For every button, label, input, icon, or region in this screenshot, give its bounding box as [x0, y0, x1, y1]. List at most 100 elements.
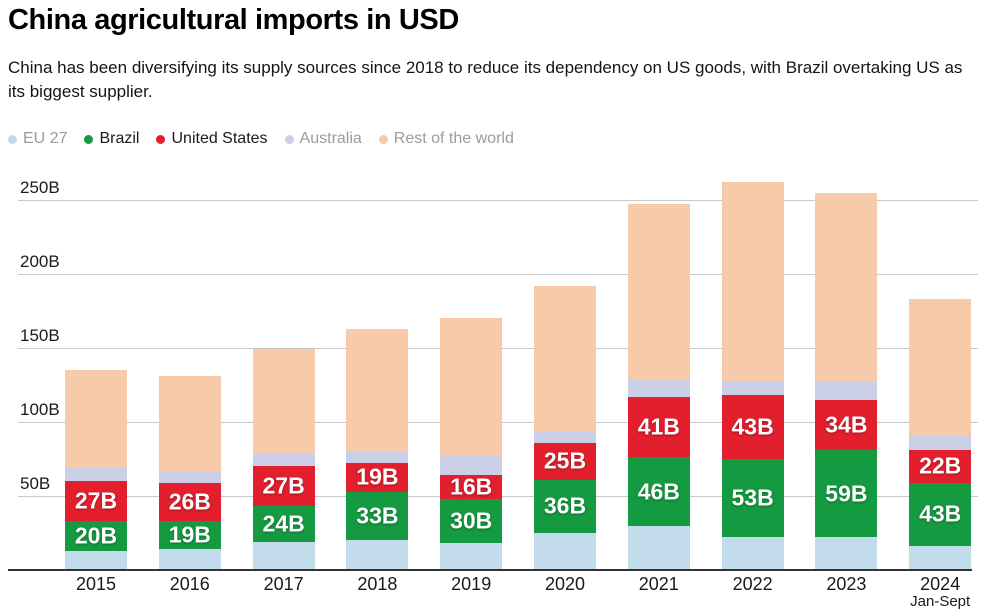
bar-segment-brazil-2023: 59B [815, 450, 878, 538]
bar-segment-eu-27-2021 [627, 525, 690, 570]
x-axis-tick-2021: 2021 [612, 574, 705, 595]
x-axis-year-2023: 2023 [826, 574, 867, 594]
bar-segment-brazil-2018: 33B [346, 491, 409, 541]
x-axis-line [8, 569, 972, 571]
x-axis-year-2020: 2020 [544, 574, 586, 594]
bar-value-label-united-states-2024: 22B [919, 452, 962, 479]
legend-item-australia: Australia [284, 130, 362, 148]
legend: EU 27 Brazil United States Australia Rest of… [8, 130, 514, 148]
bar-segment-united-states-2017: 27B [252, 466, 315, 507]
bar-2023: 34B 59B [815, 192, 878, 570]
bar-segment-united-states-2019: 16B [440, 473, 503, 500]
page-title: China agricultural imports in USD [8, 4, 459, 36]
bar-2016: 26B 19B [158, 376, 221, 570]
x-axis-year-2015: 2015 [75, 574, 117, 594]
bar-2017: 27B 24B [252, 349, 315, 570]
gridline-200B [18, 274, 978, 275]
bar-segment-united-states-2016: 26B [158, 482, 221, 522]
bar-segment-united-states-2024: 22B [909, 450, 972, 483]
bar-value-label-united-states-2020: 25B [543, 447, 587, 474]
bar-value-label-brazil-2024: 43B [919, 500, 962, 527]
x-axis-year-2019: 2019 [451, 574, 492, 594]
x-axis-tick-2016: 2016 [143, 574, 236, 595]
legend-dot-rest-of-the-world [378, 134, 388, 144]
bar-segment-australia-2023 [815, 382, 878, 400]
bar-segment-australia-2016 [158, 470, 221, 483]
x-axis-tick-2023: 2023 [800, 574, 893, 595]
bar-value-label-united-states-2019: 16B [450, 473, 493, 500]
bar-segment-rest-of-the-world-2017 [252, 349, 315, 454]
bar-segment-rest-of-the-world-2020 [534, 285, 596, 431]
bar-segment-australia-2021 [627, 379, 690, 397]
x-axis-period-note: Jan-Sept [910, 592, 971, 610]
bar-value-label-united-states-2017: 27B [262, 472, 305, 499]
bar-segment-brazil-2021: 46B [627, 457, 690, 526]
bar-value-label-brazil-2020: 36B [543, 492, 587, 519]
bar-segment-australia-2018 [346, 451, 409, 464]
bar-value-label-brazil-2018: 33B [356, 502, 399, 529]
bar-segment-eu-27-2018 [346, 540, 409, 570]
bar-segment-rest-of-the-world-2024 [909, 299, 972, 436]
bar-segment-rest-of-the-world-2023 [815, 192, 878, 383]
bar-segment-eu-27-2022 [721, 537, 784, 570]
bar-segment-eu-27-2020 [534, 532, 596, 570]
x-axis-tick-2024: 2024 Jan-Sept [894, 574, 987, 610]
x-axis-year-2024: 2024 [920, 574, 961, 594]
bar-segment-rest-of-the-world-2022 [721, 182, 784, 381]
bar-2015: 27B 20B [65, 370, 127, 570]
legend-item-united-states: United States [156, 130, 268, 148]
bar-segment-united-states-2021: 41B [627, 396, 690, 458]
legend-label-rest-of-the-world: Rest of the world [393, 130, 514, 147]
bar-value-label-brazil-2019: 30B [450, 507, 493, 534]
bar-segment-australia-2015 [65, 467, 127, 482]
legend-item-brazil: Brazil [84, 130, 139, 148]
y-axis-tick-250B: 250B [20, 178, 60, 197]
x-axis-tick-2022: 2022 [706, 574, 799, 595]
bar-segment-eu-27-2023 [815, 537, 878, 570]
bar-segment-eu-27-2017 [252, 541, 315, 570]
bar-segment-australia-2020 [534, 430, 596, 443]
chart-plot-area: 50B 100B 150B 200B 250B 27B 20B 2015 26B 19B 2016 2… [0, 166, 994, 611]
bar-segment-eu-27-2015 [65, 550, 127, 570]
bar-segment-united-states-2018: 19B [346, 463, 409, 492]
bar-segment-united-states-2020: 25B [534, 442, 596, 480]
bar-value-label-brazil-2023: 59B [825, 480, 868, 507]
bar-segment-rest-of-the-world-2019 [440, 318, 503, 457]
legend-dot-united-states [156, 134, 166, 144]
bar-segment-rest-of-the-world-2016 [158, 376, 221, 471]
bar-value-label-brazil-2017: 24B [262, 510, 305, 537]
legend-item-rest-of-the-world: Rest of the world [378, 130, 514, 148]
bar-segment-brazil-2024: 43B [909, 482, 972, 547]
x-axis-year-2017: 2017 [263, 574, 304, 594]
y-axis-tick-150B: 150B [20, 326, 60, 345]
bar-segment-eu-27-2024 [909, 546, 972, 570]
bar-segment-australia-2024 [909, 435, 972, 451]
bar-segment-australia-2019 [440, 456, 503, 476]
x-axis-tick-2017: 2017 [237, 574, 330, 595]
legend-dot-eu-27 [8, 134, 17, 144]
bar-segment-brazil-2022: 53B [721, 458, 784, 538]
x-axis-tick-2020: 2020 [519, 574, 612, 595]
bar-segment-australia-2017 [252, 453, 315, 467]
bar-value-label-brazil-2022: 53B [731, 484, 774, 511]
bar-value-label-brazil-2015: 20B [74, 522, 118, 549]
legend-dot-brazil [84, 134, 94, 144]
bar-value-label-united-states-2015: 27B [74, 487, 118, 514]
bar-value-label-united-states-2021: 41B [637, 413, 680, 440]
bar-2019: 16B 30B [440, 318, 503, 570]
bar-segment-rest-of-the-world-2021 [627, 204, 690, 380]
bar-2022: 43B 53B [721, 182, 784, 570]
bar-value-label-united-states-2022: 43B [731, 413, 774, 440]
bar-segment-rest-of-the-world-2018 [346, 328, 409, 452]
x-axis-tick-2015: 2015 [50, 574, 143, 595]
bar-2024: 22B 43B [909, 299, 972, 570]
y-axis-tick-200B: 200B [20, 252, 60, 271]
bar-value-label-united-states-2018: 19B [356, 463, 399, 490]
bar-segment-eu-27-2019 [440, 543, 503, 570]
y-axis-tick-100B: 100B [20, 400, 60, 419]
x-axis-year-2016: 2016 [169, 574, 210, 594]
y-axis-tick-50B: 50B [20, 474, 51, 493]
x-axis-year-2018: 2018 [357, 574, 398, 594]
bar-segment-eu-27-2016 [158, 549, 221, 570]
